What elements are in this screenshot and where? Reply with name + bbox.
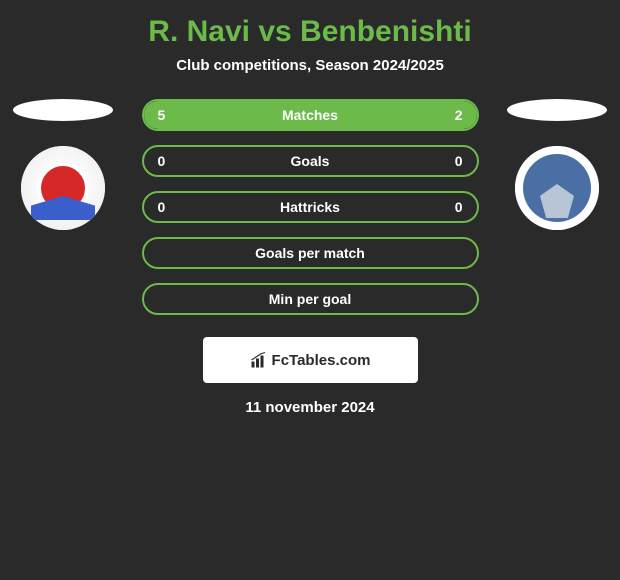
stat-value-right: 2 bbox=[455, 107, 463, 123]
left-platform bbox=[13, 99, 113, 121]
stat-value-right: 0 bbox=[455, 199, 463, 215]
branding-text: FcTables.com bbox=[272, 352, 371, 369]
right-team-badge bbox=[515, 146, 599, 230]
right-team-logo bbox=[515, 146, 599, 230]
stat-label: Min per goal bbox=[269, 291, 351, 307]
stat-label: Goals bbox=[291, 153, 330, 169]
stat-value-left: 0 bbox=[158, 199, 166, 215]
stat-value-left: 5 bbox=[158, 107, 166, 123]
stat-label: Matches bbox=[282, 107, 338, 123]
stat-label: Hattricks bbox=[280, 199, 340, 215]
stat-bar: 0 0 Goals bbox=[142, 145, 479, 177]
comparison-infographic: R. Navi vs Benbenishti Club competitions… bbox=[0, 0, 620, 431]
stat-label: Goals per match bbox=[255, 245, 365, 261]
right-platform bbox=[507, 99, 607, 121]
stat-fill-left bbox=[144, 101, 380, 129]
left-column bbox=[8, 99, 118, 230]
stat-value-right: 0 bbox=[455, 153, 463, 169]
chart-icon bbox=[250, 351, 268, 369]
subtitle: Club competitions, Season 2024/2025 bbox=[0, 57, 620, 74]
stats-column: 5 2 Matches 0 0 Goals 0 0 Hattricks Goals per mat… bbox=[138, 99, 483, 315]
stat-bar: 0 0 Hattricks bbox=[142, 191, 479, 223]
stat-bar: Min per goal bbox=[142, 283, 479, 315]
right-column bbox=[502, 99, 612, 230]
branding-badge: FcTables.com bbox=[203, 337, 418, 383]
stat-bar: Goals per match bbox=[142, 237, 479, 269]
stat-value-left: 0 bbox=[158, 153, 166, 169]
date-label: 11 november 2024 bbox=[0, 399, 620, 416]
left-team-logo bbox=[21, 146, 105, 230]
main-area: 5 2 Matches 0 0 Goals 0 0 Hattricks Goals per mat… bbox=[0, 99, 620, 315]
page-title: R. Navi vs Benbenishti bbox=[0, 15, 620, 49]
left-team-badge bbox=[21, 146, 105, 230]
stat-bar: 5 2 Matches bbox=[142, 99, 479, 131]
